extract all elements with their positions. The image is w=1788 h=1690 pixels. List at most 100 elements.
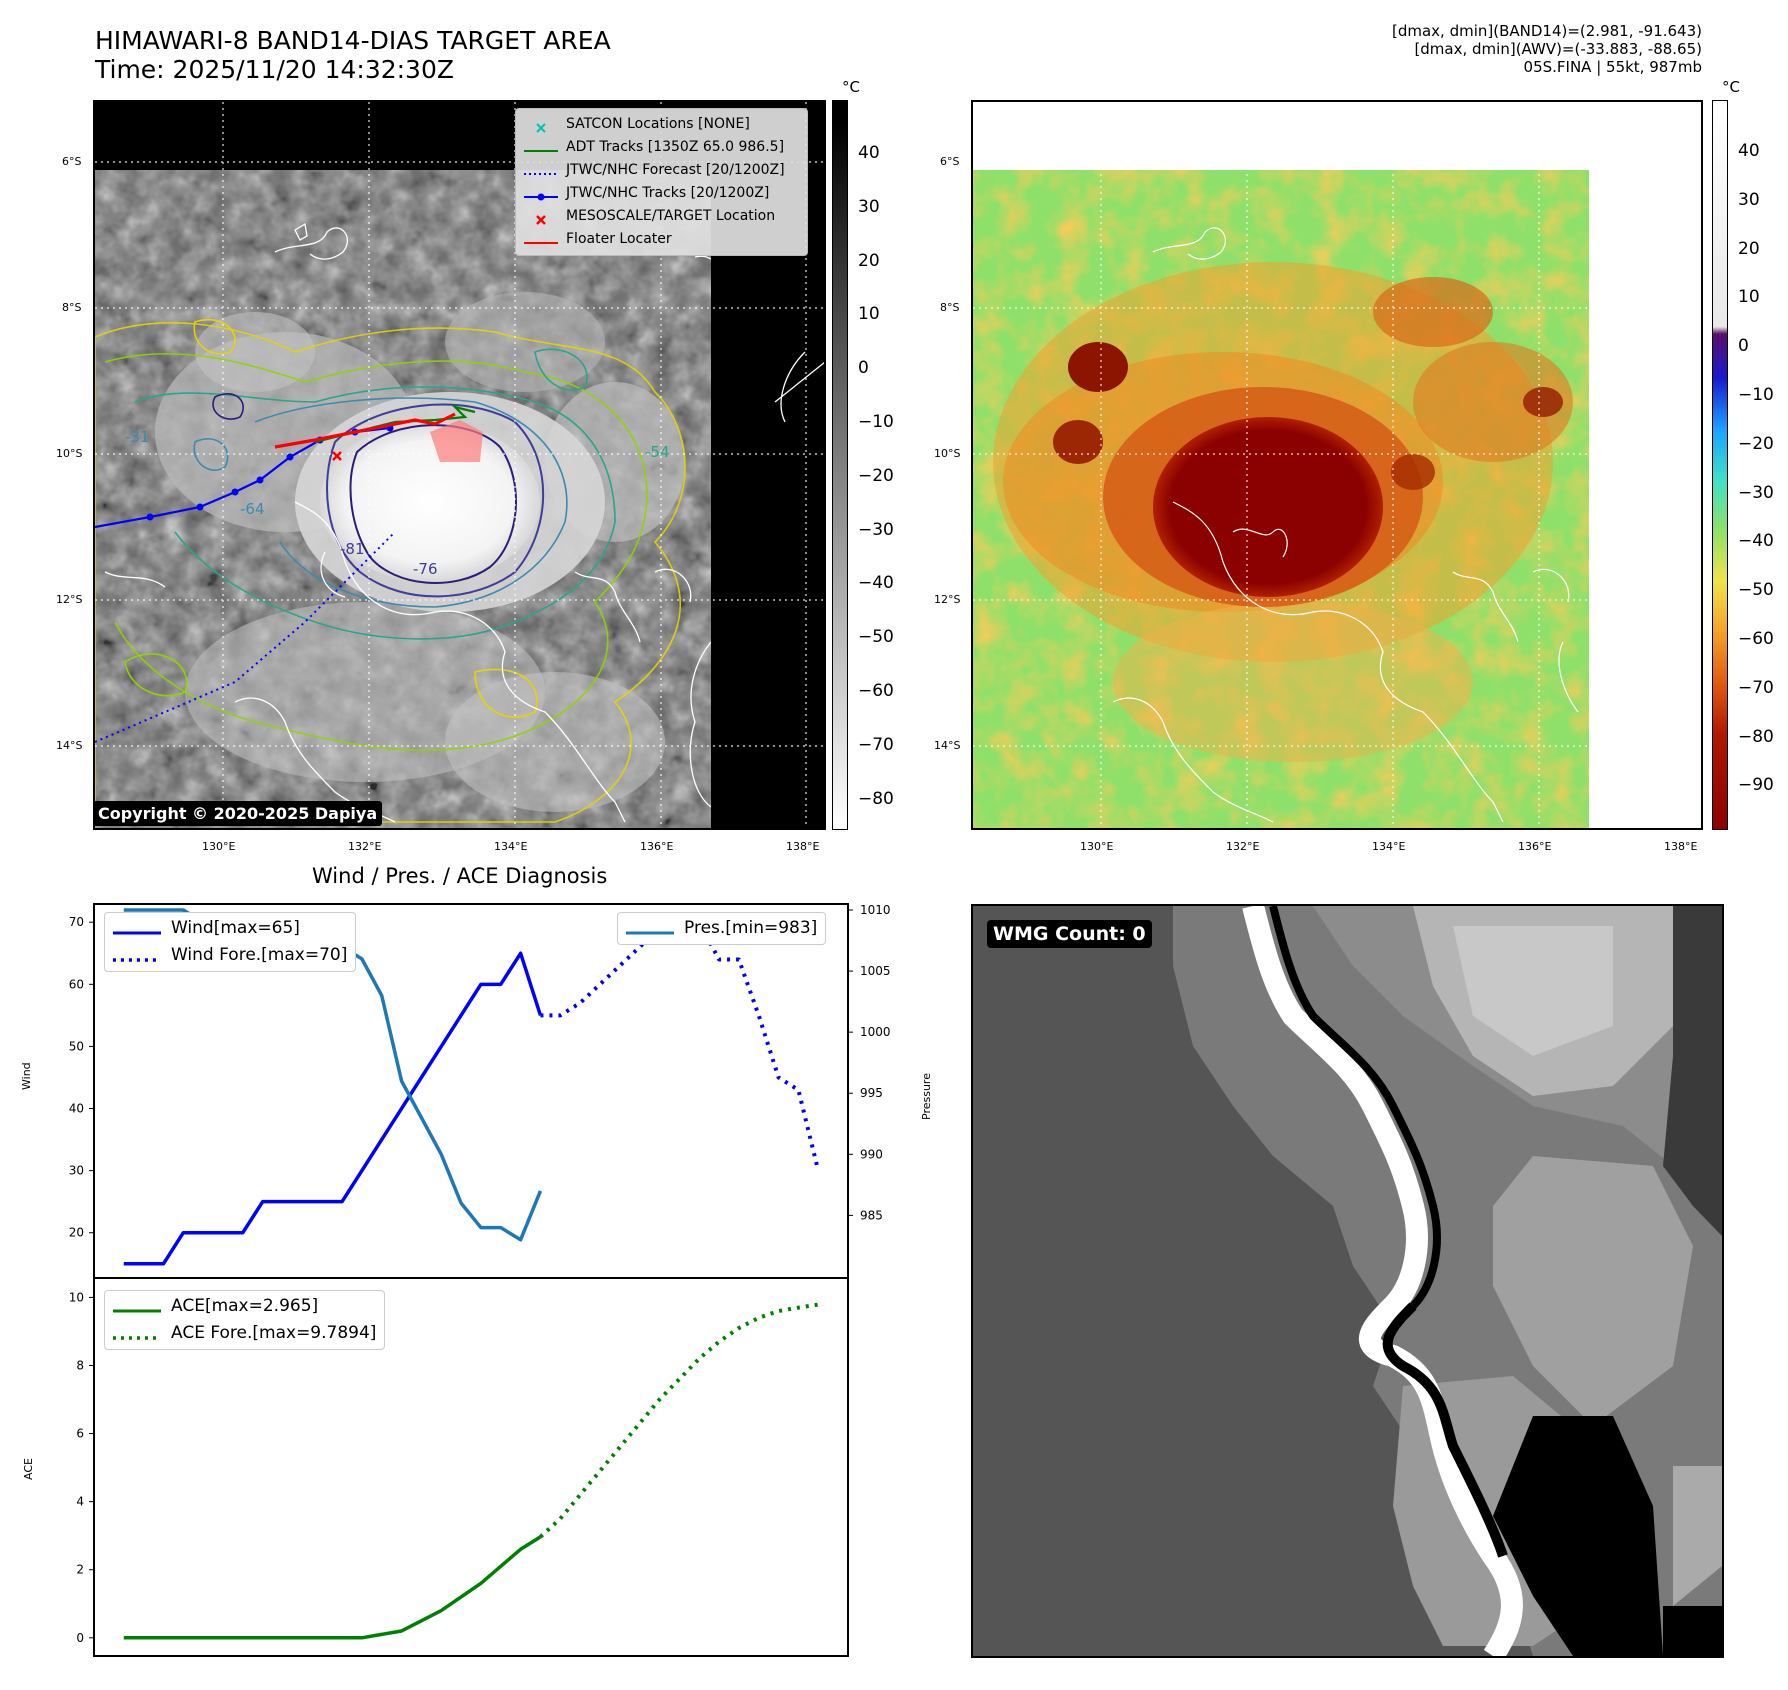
colorbar-tick-label: 0	[1738, 336, 1749, 357]
legend-item-adt: ADT Tracks [1350Z 65.0 986.5]	[524, 136, 799, 159]
lon-label: 134°E	[494, 840, 528, 853]
colorbar-tick-label: 40	[858, 143, 880, 163]
ace-legend: ACE[max=2.965] ACE Fore.[max=9.7894]	[104, 1290, 386, 1350]
y-tick-label: 1010	[860, 903, 891, 917]
wind-legend: Wind[max=65] Wind Fore.[max=70]	[104, 912, 357, 972]
stats-band14: [dmax, dmin](BAND14)=(2.981, -91.643)	[1391, 22, 1702, 40]
colorbar-tick-label: −70	[1738, 677, 1774, 698]
legend-label: ADT Tracks [1350Z 65.0 986.5]	[566, 139, 785, 155]
map-legend: SATCON Locations [NONE] ADT Tracks [1350…	[515, 108, 808, 256]
colorbar-color	[1712, 100, 1728, 830]
line-marker-icon	[113, 1300, 161, 1314]
y-tick-label: 1000	[860, 1025, 891, 1039]
y-tick-label: 1005	[860, 964, 891, 978]
line-marker-icon	[524, 234, 558, 246]
series-line	[540, 920, 821, 1172]
colorbar-tick-label: −80	[1738, 726, 1774, 747]
colorbar-tick-label: −40	[1738, 531, 1774, 552]
legend-label: ACE[max=2.965]	[171, 1296, 319, 1316]
legend-label: MESOSCALE/TARGET Location	[566, 208, 776, 224]
stats-storm: 05S.FINA | 55kt, 987mb	[1523, 58, 1702, 76]
line-marker-icon	[113, 922, 161, 936]
line-dot-icon	[524, 188, 558, 200]
line-marker-icon	[524, 142, 558, 154]
legend-item-forecast: JTWC/NHC Forecast [20/1200Z]	[524, 159, 799, 182]
copyright-label: Copyright © 2020-2025 Dapiya	[95, 801, 383, 826]
legend-item-wind-forecast: Wind Fore.[max=70]	[113, 942, 347, 969]
y-tick-label: 60	[69, 977, 84, 991]
colorbar-tick-label: 40	[1738, 141, 1760, 161]
colorbar-tick-label: −50	[1738, 580, 1774, 601]
y-tick-label: 0	[76, 1631, 84, 1645]
colorbar-tick-label: −30	[858, 519, 894, 540]
colorbar-tick-label: −30	[1738, 482, 1774, 503]
dotted-line-icon	[113, 1327, 161, 1341]
lat-label: 12°S	[934, 593, 961, 606]
lat-label: 14°S	[56, 739, 83, 752]
colorbar-gray-unit: °C	[842, 78, 860, 96]
legend-item-ace: ACE[max=2.965]	[113, 1293, 376, 1320]
colorbar-tick-label: 30	[1738, 189, 1760, 210]
wmg-panel: WMG Count: 0	[971, 904, 1724, 1658]
lon-label: 136°E	[640, 840, 674, 853]
lon-label: 134°E	[1372, 840, 1406, 853]
colorbar-tick-label: −10	[858, 412, 894, 432]
legend-label: JTWC/NHC Tracks [20/1200Z]	[566, 185, 770, 201]
y-tick-label: 70	[69, 915, 84, 929]
legend-item-wind: Wind[max=65]	[113, 915, 347, 942]
y-tick-label: 2	[76, 1563, 84, 1577]
colorbar-tick-label: 20	[1738, 238, 1760, 259]
y-tick-label: 6	[76, 1427, 84, 1441]
y-tick-label: 20	[69, 1226, 84, 1240]
stats-awv: [dmax, dmin](AWV)=(-33.883, -88.65)	[1414, 40, 1702, 58]
colorbar-tick-label: 10	[1738, 287, 1760, 308]
storm-tracks	[95, 404, 483, 743]
legend-item-floater: Floater Locater	[524, 228, 799, 251]
colorbar-tick-label: −60	[858, 681, 894, 701]
colorbar-tick-label: −70	[858, 734, 894, 755]
stats-block: [dmax, dmin](BAND14)=(2.981, -91.643) [d…	[1392, 22, 1702, 76]
lat-label: 8°S	[940, 301, 960, 314]
ir-map-image: -31 -54 -64 -76 -81	[95, 102, 824, 828]
ace-plot-frame	[93, 1277, 849, 1657]
legend-item-target: MESOSCALE/TARGET Location	[524, 205, 799, 228]
wmg-image	[1173, 906, 1722, 1656]
lon-label: 138°E	[786, 840, 820, 853]
contour-label: -76	[413, 560, 438, 578]
contour-label: -64	[240, 500, 265, 518]
lat-label: 8°S	[62, 301, 82, 314]
legend-label: ACE Fore.[max=9.7894]	[171, 1323, 377, 1343]
lat-label: 6°S	[62, 155, 82, 168]
legend-label: JTWC/NHC Forecast [20/1200Z]	[566, 162, 785, 178]
y-tick-label: 990	[860, 1147, 883, 1161]
pressure-ylabel-text: Pressure	[920, 1073, 933, 1120]
y-tick-label: 995	[860, 1086, 883, 1100]
series-line	[539, 1302, 819, 1539]
legend-item-ace-forecast: ACE Fore.[max=9.7894]	[113, 1320, 376, 1347]
colorbar-tick-label: −90	[1738, 775, 1774, 796]
x-marker-icon	[524, 211, 558, 225]
legend-label: Pres.[min=983]	[684, 918, 818, 938]
colorbar-tick-label: 20	[858, 250, 880, 271]
y-tick-label: 985	[860, 1208, 883, 1222]
colorbar-color-unit: °C	[1722, 78, 1740, 96]
legend-label: Floater Locater	[566, 231, 672, 247]
ir-map-panel: -31 -54 -64 -76 -81 Copyright © 2020-202…	[93, 100, 826, 830]
colorbar-tick-label: −20	[858, 465, 894, 486]
colorbar-tick-label: −80	[858, 788, 894, 809]
colorbar-tick-label: 0	[858, 358, 869, 379]
lat-label: 6°S	[940, 155, 960, 168]
y-tick-label: 50	[69, 1039, 84, 1053]
colorbar-tick-label: −50	[858, 627, 894, 648]
lat-label: 14°S	[934, 739, 961, 752]
diag-title: Wind / Pres. / ACE Diagnosis	[312, 864, 608, 888]
colorbar-tick-label: −40	[858, 573, 894, 594]
line-marker-icon	[626, 922, 674, 936]
contour-label: -54	[645, 443, 670, 461]
pressure-ylabel: Pressure	[920, 1073, 933, 1120]
y-tick-label: 40	[69, 1102, 84, 1116]
lat-label: 12°S	[56, 593, 83, 606]
lon-label: 130°E	[1080, 840, 1114, 853]
colorbar-tick-label: 10	[858, 304, 880, 325]
contour-label: -81	[340, 540, 365, 558]
